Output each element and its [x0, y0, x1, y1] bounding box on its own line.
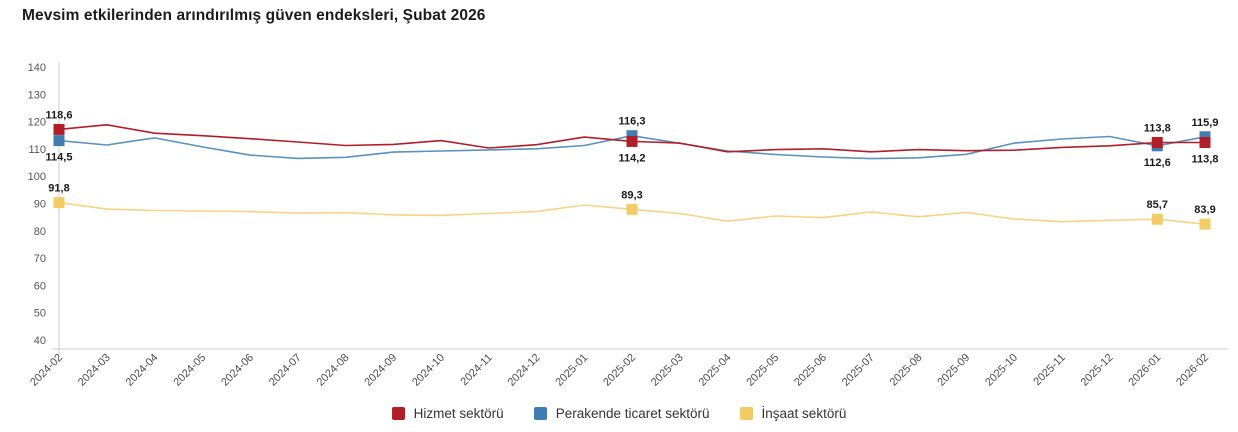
x-axis-tick-label: 2024-12	[506, 352, 543, 389]
data-point-label-insaat: 89,3	[621, 189, 642, 201]
legend-label-hizmet: Hizmet sektörü	[413, 405, 504, 421]
legend-item-hizmet[interactable]: Hizmet sektörü	[391, 405, 504, 421]
x-axis-tick-label: 2026-01	[1126, 352, 1163, 389]
legend-swatch-perakende	[533, 406, 547, 420]
data-point-marker-insaat[interactable]	[1199, 218, 1211, 230]
data-point-label-hizmet: 113,8	[1192, 154, 1219, 166]
x-axis-tick-label: 2024-09	[362, 352, 399, 389]
x-axis-tick-label: 2025-06	[792, 352, 829, 389]
x-axis-tick-label: 2025-03	[649, 352, 686, 389]
x-axis-tick-label: 2025-08	[888, 352, 925, 389]
y-axis-tick-label: 130	[28, 89, 46, 101]
chart-legend: Hizmet sektörü Perakende ticaret sektörü İ…	[0, 401, 1238, 425]
y-axis-tick-label: 80	[34, 226, 46, 238]
data-point-marker-perakende[interactable]	[626, 130, 638, 142]
y-axis-tick-label: 140	[28, 62, 46, 74]
y-axis-tick-label: 60	[34, 280, 46, 292]
data-point-label-hizmet: 118,6	[46, 109, 73, 121]
chart-plot-area: 40 50 60 70 80 90 100 110 120 130 140 2024-02 2024-0…	[28, 62, 1228, 389]
y-axis-tick-label: 90	[34, 199, 46, 211]
data-point-marker-perakende[interactable]	[53, 135, 65, 147]
x-axis-tick-label: 2024-05	[171, 352, 208, 389]
data-point-marker-hizmet[interactable]	[53, 123, 65, 135]
x-axis-tick-label: 2026-02	[1174, 352, 1211, 389]
x-axis-tick-label: 2025-05	[744, 352, 781, 389]
y-axis-tick-label: 110	[28, 144, 46, 156]
data-point-marker-hizmet[interactable]	[1199, 137, 1211, 149]
data-point-marker-hizmet[interactable]	[1151, 137, 1163, 149]
x-axis-tick-label: 2024-10	[410, 352, 447, 389]
x-axis-tick-label: 2025-11	[1031, 352, 1067, 388]
y-axis-tick-label: 120	[28, 117, 46, 129]
data-point-label-insaat: 85,7	[1147, 199, 1168, 211]
data-point-marker-insaat[interactable]	[1151, 213, 1163, 225]
data-point-marker-insaat[interactable]	[53, 197, 65, 209]
data-point-marker-perakende[interactable]	[1199, 131, 1211, 143]
data-point-marker-insaat[interactable]	[626, 203, 638, 215]
data-point-label-hizmet: 114,2	[619, 152, 646, 164]
legend-swatch-hizmet	[391, 406, 405, 420]
legend-label-insaat: İnşaat sektörü	[761, 405, 847, 421]
chart-title: Mevsim etkilerinden arındırılmış güven e…	[22, 7, 486, 24]
y-axis-tick-label: 40	[34, 335, 46, 347]
data-point-label-hizmet: 113,8	[1144, 123, 1171, 135]
x-axis-tick-label: 2025-07	[840, 352, 877, 389]
x-axis-tick-label: 2025-02	[601, 352, 638, 389]
x-axis-tick-label: 2025-04	[697, 352, 734, 389]
legend-label-perakende: Perakende ticaret sektörü	[555, 405, 710, 421]
y-axis-tick-label: 50	[34, 308, 46, 320]
x-axis-tick-label: 2025-10	[983, 352, 1020, 389]
data-point-label-insaat: 91,8	[48, 183, 69, 195]
data-point-label-insaat: 83,9	[1194, 204, 1215, 216]
data-point-label-perakende: 116,3	[619, 116, 646, 128]
legend-item-insaat[interactable]: İnşaat sektörü	[739, 405, 847, 421]
legend-swatch-insaat	[739, 406, 753, 420]
legend-item-perakende[interactable]: Perakende ticaret sektörü	[533, 405, 710, 421]
x-axis-tick-label: 2025-09	[935, 352, 972, 389]
data-point-label-perakende: 115,9	[1192, 117, 1219, 129]
data-point-marker-hizmet[interactable]	[626, 135, 638, 147]
x-axis-tick-label: 2025-01	[553, 352, 590, 389]
x-axis-tick-label: 2025-12	[1079, 352, 1116, 389]
x-axis-tick-label: 2024-07	[267, 352, 304, 389]
x-axis-tick-label: 2024-06	[219, 352, 256, 389]
x-axis-tick-label: 2024-04	[124, 352, 161, 389]
data-point-label-perakende: 112,6	[1144, 157, 1171, 169]
data-point-label-perakende: 114,5	[46, 152, 73, 164]
x-axis-tick-label: 2024-03	[76, 352, 113, 389]
x-axis-tick-label: 2024-11	[458, 352, 494, 388]
y-axis-tick-label: 70	[34, 253, 46, 265]
y-axis-tick-label: 100	[28, 171, 46, 183]
x-axis-tick-label: 2024-08	[315, 352, 352, 389]
x-axis-tick-label: 2024-02	[28, 352, 65, 389]
